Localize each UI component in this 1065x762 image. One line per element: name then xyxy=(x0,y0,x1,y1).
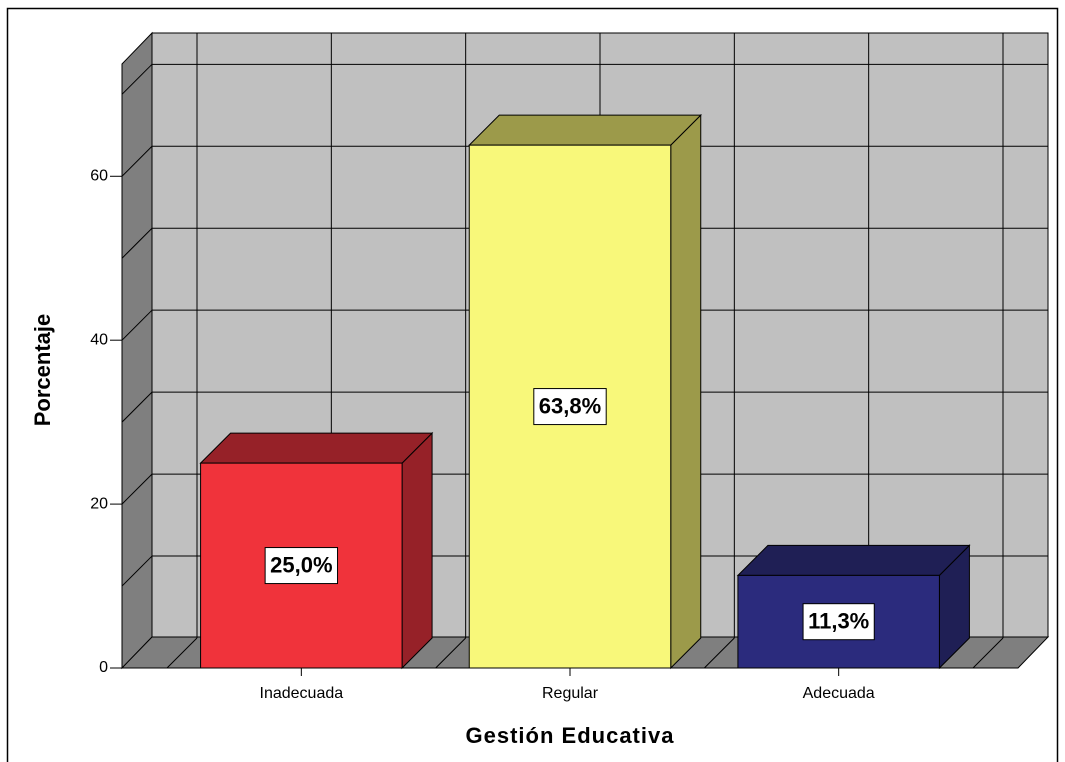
bar-top xyxy=(468,114,702,146)
value-label-box xyxy=(264,547,339,585)
floor-line xyxy=(166,637,198,669)
grid-line xyxy=(121,63,153,95)
grid-line xyxy=(121,473,153,505)
value-label-box xyxy=(802,603,875,641)
bar-top xyxy=(199,432,434,464)
x-tick-label: Adecuada xyxy=(803,685,875,702)
y-tick-label: 40 xyxy=(90,331,108,348)
x-axis-label: Gestión Educativa xyxy=(466,723,675,748)
value-label-box xyxy=(533,388,607,426)
y-tick-label: 20 xyxy=(90,495,108,512)
floor-line xyxy=(703,637,735,669)
floor-line xyxy=(435,637,467,669)
grid-line xyxy=(121,555,153,587)
y-tick-label: 60 xyxy=(90,167,108,184)
grid-line xyxy=(121,227,153,259)
value-label: 11,3% xyxy=(808,609,869,634)
value-label: 63,8% xyxy=(539,393,601,418)
grid-line xyxy=(121,391,153,423)
bar-side xyxy=(670,113,702,670)
x-tick-label: Inadecuada xyxy=(260,685,344,702)
left-wall xyxy=(121,31,153,670)
frame xyxy=(6,7,1059,762)
bar-top xyxy=(736,544,971,576)
grid-line xyxy=(121,145,153,177)
floor-line xyxy=(972,637,1004,669)
y-tick-label: 0 xyxy=(99,659,108,676)
value-label: 25,0% xyxy=(270,552,332,577)
y-axis-label: Porcentaje xyxy=(30,314,55,427)
bar-side xyxy=(401,431,433,670)
grid-line xyxy=(121,309,153,341)
x-tick-label: Regular xyxy=(542,685,599,702)
